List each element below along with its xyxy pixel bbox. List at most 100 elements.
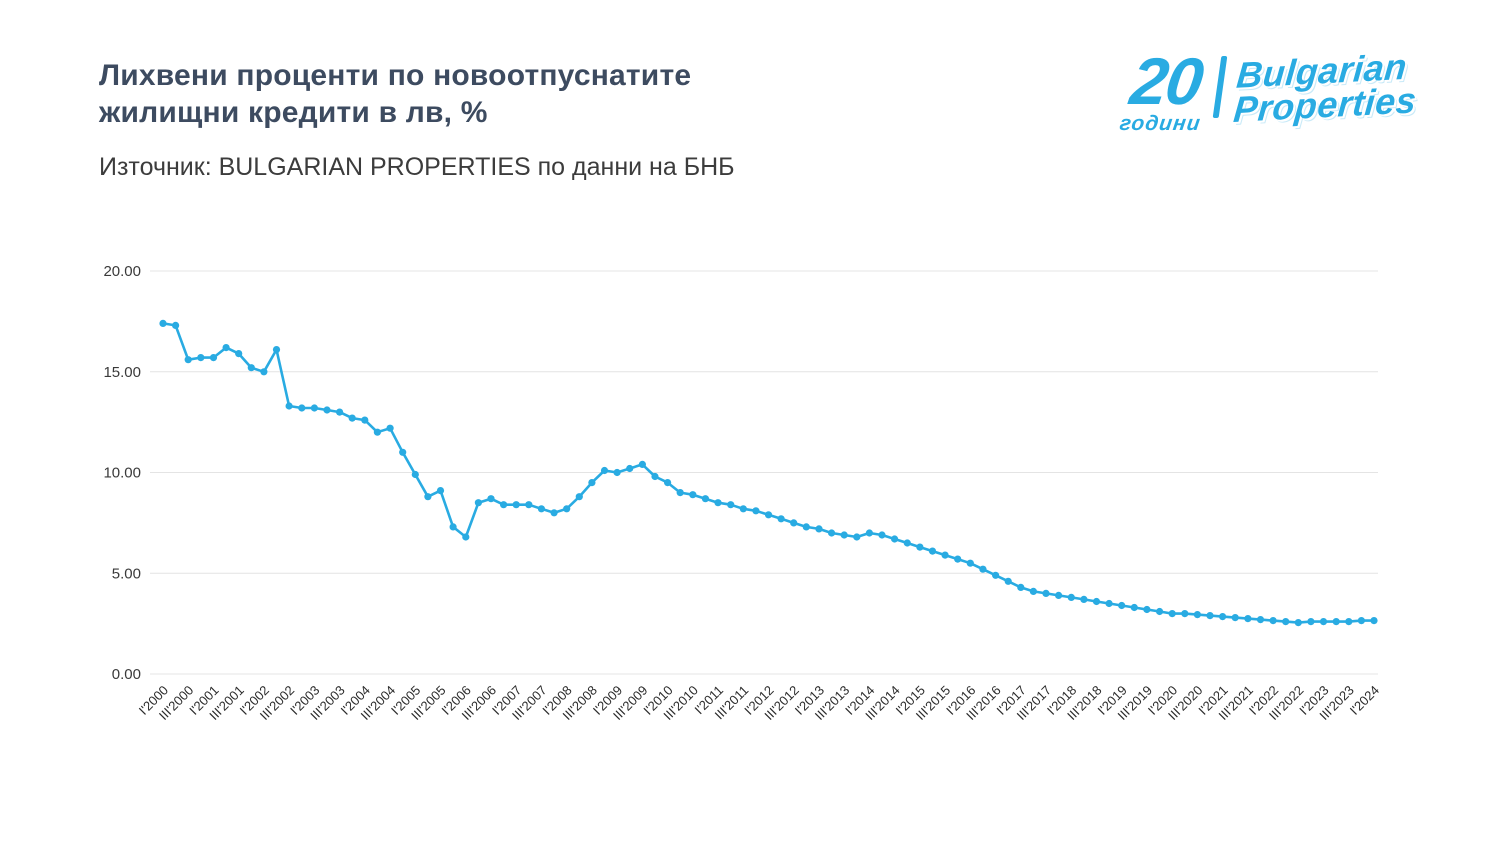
y-axis-tick-label: 0.00: [112, 666, 141, 683]
data-point-marker: [676, 489, 684, 497]
page-title: Лихвени проценти по новоотпуснатите жили…: [99, 59, 692, 129]
data-point-marker: [512, 501, 520, 509]
data-point-marker: [1193, 611, 1201, 619]
data-point-marker: [626, 464, 634, 473]
data-point-marker: [588, 479, 596, 487]
chart-svg: 0.005.0010.0015.0020.00I'2000III'2000I'2…: [103, 263, 1382, 723]
data-point-marker: [815, 525, 823, 533]
data-point-marker: [298, 404, 306, 412]
data-point-marker: [941, 551, 949, 559]
data-point-marker: [487, 495, 495, 503]
data-point-marker: [348, 414, 356, 422]
data-point-marker: [449, 523, 457, 531]
data-point-marker: [613, 468, 621, 477]
data-point-marker: [436, 487, 445, 495]
data-point-marker: [373, 428, 381, 436]
data-point-marker: [1143, 605, 1151, 614]
data-point-marker: [638, 460, 647, 468]
data-point-marker: [1004, 577, 1012, 585]
data-point-marker: [474, 499, 482, 507]
data-point-marker: [1055, 591, 1063, 599]
data-point-marker: [954, 555, 962, 563]
data-point-marker: [525, 501, 533, 509]
data-point-marker: [247, 364, 255, 372]
data-point-marker: [1357, 617, 1365, 625]
data-point-marker: [323, 406, 331, 414]
data-point-marker: [739, 505, 747, 513]
data-point-marker: [1067, 593, 1075, 601]
data-point-marker: [1029, 587, 1037, 595]
data-point-marker: [310, 404, 318, 412]
y-axis-tick-label: 5.00: [112, 565, 141, 582]
data-point-marker: [500, 501, 508, 509]
data-point-marker: [1130, 603, 1138, 612]
data-point-marker: [285, 402, 293, 410]
data-point-marker: [727, 501, 735, 509]
data-point-marker: [1256, 616, 1265, 624]
data-point-marker: [197, 354, 205, 362]
data-point-marker: [903, 539, 911, 547]
data-point-marker: [853, 533, 861, 541]
data-point-marker: [651, 472, 659, 481]
data-point-marker: [828, 529, 836, 537]
data-point-marker: [992, 571, 1000, 579]
data-point-marker: [891, 535, 899, 543]
y-axis-tick-label: 20.00: [103, 263, 141, 280]
y-axis-tick-label: 15.00: [103, 364, 141, 381]
data-point-marker: [1168, 610, 1176, 618]
data-point-marker: [209, 354, 218, 362]
data-point-marker: [878, 531, 886, 539]
data-point-marker: [424, 493, 432, 501]
data-point-marker: [1244, 615, 1252, 623]
data-point-marker: [1307, 618, 1315, 626]
data-point-marker: [336, 408, 344, 416]
data-point-marker: [1092, 597, 1101, 606]
logo-brand-line2: Properties: [1231, 79, 1419, 131]
logo-20-number: 20: [1126, 44, 1207, 118]
data-point-marker: [1017, 583, 1025, 591]
logo-years-label: години: [1118, 112, 1203, 135]
data-point-marker: [1219, 613, 1227, 621]
data-point-marker: [714, 499, 722, 507]
data-point-marker: [411, 470, 419, 479]
data-point-marker: [1282, 618, 1290, 626]
data-point-marker: [1080, 595, 1088, 603]
data-point-marker: [802, 523, 810, 531]
data-point-marker: [1206, 612, 1214, 620]
data-point-marker: [260, 368, 268, 376]
data-point-marker: [1370, 617, 1378, 625]
source-note: Източник: BULGARIAN PROPERTIES по данни …: [99, 153, 735, 181]
data-point-marker: [865, 529, 874, 537]
data-point-marker: [1181, 610, 1189, 618]
logo-20-years: 20 години: [1118, 44, 1211, 136]
data-point-marker: [159, 319, 167, 327]
data-point-marker: [1231, 614, 1239, 622]
data-point-marker: [752, 507, 760, 515]
data-point-marker: [361, 416, 369, 424]
data-point-marker: [235, 350, 243, 358]
data-point-marker: [1294, 619, 1302, 627]
x-axis-tick-label: I'2024: [1347, 683, 1382, 718]
data-point-marker: [399, 448, 407, 456]
logo-divider: [1212, 56, 1228, 118]
data-point-marker: [462, 533, 470, 541]
data-point-marker: [777, 515, 785, 523]
data-point-marker: [790, 519, 798, 527]
data-point-marker: [386, 424, 394, 432]
brand-logo: 20 години Bulgarian Properties: [1118, 44, 1419, 136]
data-point-marker: [966, 559, 974, 567]
data-point-marker: [840, 531, 848, 539]
data-point-marker: [664, 479, 672, 487]
data-point-marker: [979, 565, 987, 573]
data-point-marker: [575, 493, 583, 501]
data-point-marker: [563, 505, 571, 513]
data-point-marker: [701, 495, 710, 503]
data-point-marker: [272, 346, 281, 354]
header: Лихвени проценти по новоотпуснатите жили…: [99, 57, 799, 182]
data-point-marker: [550, 509, 558, 517]
data-point-marker: [1319, 618, 1328, 626]
data-point-marker: [172, 321, 180, 329]
data-point-marker: [689, 491, 697, 499]
data-point-marker: [1332, 618, 1340, 626]
